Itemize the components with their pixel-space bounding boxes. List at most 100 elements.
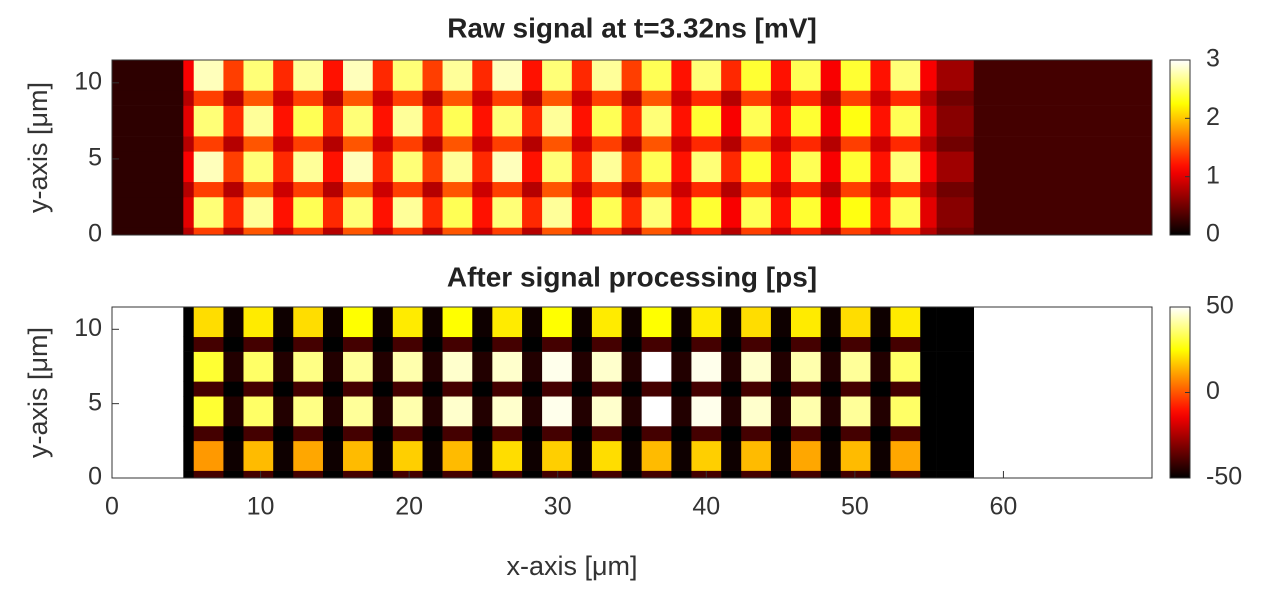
heatmap-cell xyxy=(442,196,473,228)
heatmap-cell xyxy=(936,307,975,338)
heatmap-cell xyxy=(721,336,742,352)
heatmap-cell xyxy=(392,307,423,338)
heatmap-cell xyxy=(870,425,891,442)
heatmap-cell xyxy=(223,227,244,236)
heatmap-cell xyxy=(920,351,937,382)
heatmap-cell xyxy=(392,196,423,228)
heatmap-cell xyxy=(890,151,921,183)
heatmap-cell xyxy=(542,196,573,228)
heatmap-cell xyxy=(492,440,523,471)
colorbar xyxy=(1169,59,1191,236)
heatmap-cell xyxy=(193,105,224,137)
heatmap-cell xyxy=(721,381,742,397)
heatmap-cell xyxy=(621,307,642,338)
heatmap-cell xyxy=(392,425,423,442)
heatmap-cell xyxy=(691,60,722,91)
heatmap-cell xyxy=(343,381,374,397)
heatmap-cell xyxy=(293,181,324,198)
x-tick-label: 40 xyxy=(692,493,720,521)
heatmap-cell xyxy=(770,105,792,137)
colorbar-tick-label: 2 xyxy=(1206,103,1220,131)
heatmap-cell xyxy=(223,60,244,91)
heatmap-cell xyxy=(671,470,692,479)
heatmap-cell xyxy=(343,90,374,106)
heatmap-cell xyxy=(322,336,344,352)
heatmap-cell xyxy=(492,307,523,338)
heatmap-cell xyxy=(223,307,244,338)
x-tick-label: 60 xyxy=(990,493,1018,521)
heatmap-cell xyxy=(223,425,244,442)
heatmap-cell xyxy=(472,396,493,427)
heatmap-cell xyxy=(112,196,184,228)
heatmap-cell xyxy=(741,136,772,152)
heatmap-cell xyxy=(890,105,921,137)
heatmap-cell xyxy=(343,351,374,382)
heatmap-cell xyxy=(691,90,722,106)
heatmap-cell xyxy=(183,396,195,427)
heatmap-cell xyxy=(223,381,244,397)
heatmap-cell xyxy=(641,307,672,338)
heatmap-cell xyxy=(442,105,473,137)
heatmap-cell xyxy=(741,60,772,91)
heatmap-cell xyxy=(273,396,294,427)
heatmap-cell xyxy=(671,381,692,397)
heatmap-cell xyxy=(442,381,473,397)
heatmap-cell xyxy=(183,60,195,91)
heatmap-cell xyxy=(542,136,573,152)
heatmap-cell xyxy=(641,351,672,382)
heatmap-cell xyxy=(293,351,324,382)
heatmap-cell xyxy=(621,440,642,471)
heatmap-cell xyxy=(472,151,493,183)
heatmap-cell xyxy=(542,351,573,382)
heatmap-cell xyxy=(542,227,573,236)
heatmap-cell xyxy=(273,227,294,236)
heatmap-cell xyxy=(193,351,224,382)
heatmap-cell xyxy=(522,307,543,338)
heatmap-cell xyxy=(243,440,274,471)
heatmap-cell xyxy=(442,425,473,442)
heatmap-cell xyxy=(422,151,443,183)
heatmap-cell xyxy=(936,425,975,442)
heatmap-cell xyxy=(492,470,523,479)
x-tick-label: 30 xyxy=(544,493,572,521)
heatmap-cell xyxy=(936,90,975,106)
heatmap-cell xyxy=(372,181,394,198)
heatmap-cell xyxy=(741,90,772,106)
heatmap-cell xyxy=(770,196,792,228)
heatmap-cell xyxy=(223,151,244,183)
heatmap-cell xyxy=(790,181,821,198)
heatmap-cell xyxy=(372,90,394,106)
heatmap-cell xyxy=(542,181,573,198)
heatmap-cell xyxy=(820,425,842,442)
heatmap-cell xyxy=(183,470,195,479)
heatmap-cell xyxy=(243,151,274,183)
heatmap-cell xyxy=(820,105,842,137)
heatmap-cell xyxy=(790,307,821,338)
heatmap-cell xyxy=(392,470,423,479)
heatmap-cell xyxy=(591,60,622,91)
heatmap-cell xyxy=(273,307,294,338)
heatmap-cell xyxy=(890,196,921,228)
heatmap-cell xyxy=(522,60,543,91)
heatmap-cell xyxy=(840,396,871,427)
heatmap-cell xyxy=(492,60,523,91)
heatmap-cell xyxy=(790,227,821,236)
heatmap-cell xyxy=(591,105,622,137)
heatmap-cell xyxy=(741,151,772,183)
heatmap-cell xyxy=(372,440,394,471)
heatmap-cell xyxy=(243,381,274,397)
heatmap-cell xyxy=(442,181,473,198)
heatmap-cell xyxy=(183,136,195,152)
heatmap-cell xyxy=(641,440,672,471)
heatmap-cell xyxy=(790,196,821,228)
heatmap-cell xyxy=(392,440,423,471)
heatmap-cell xyxy=(372,336,394,352)
heatmap-cell xyxy=(183,351,195,382)
heatmap-cell xyxy=(870,227,891,236)
heatmap-cell xyxy=(770,440,792,471)
heatmap-cell xyxy=(770,307,792,338)
heatmap-cell xyxy=(492,227,523,236)
heatmap-cell xyxy=(790,440,821,471)
heatmap-cell xyxy=(322,60,344,91)
